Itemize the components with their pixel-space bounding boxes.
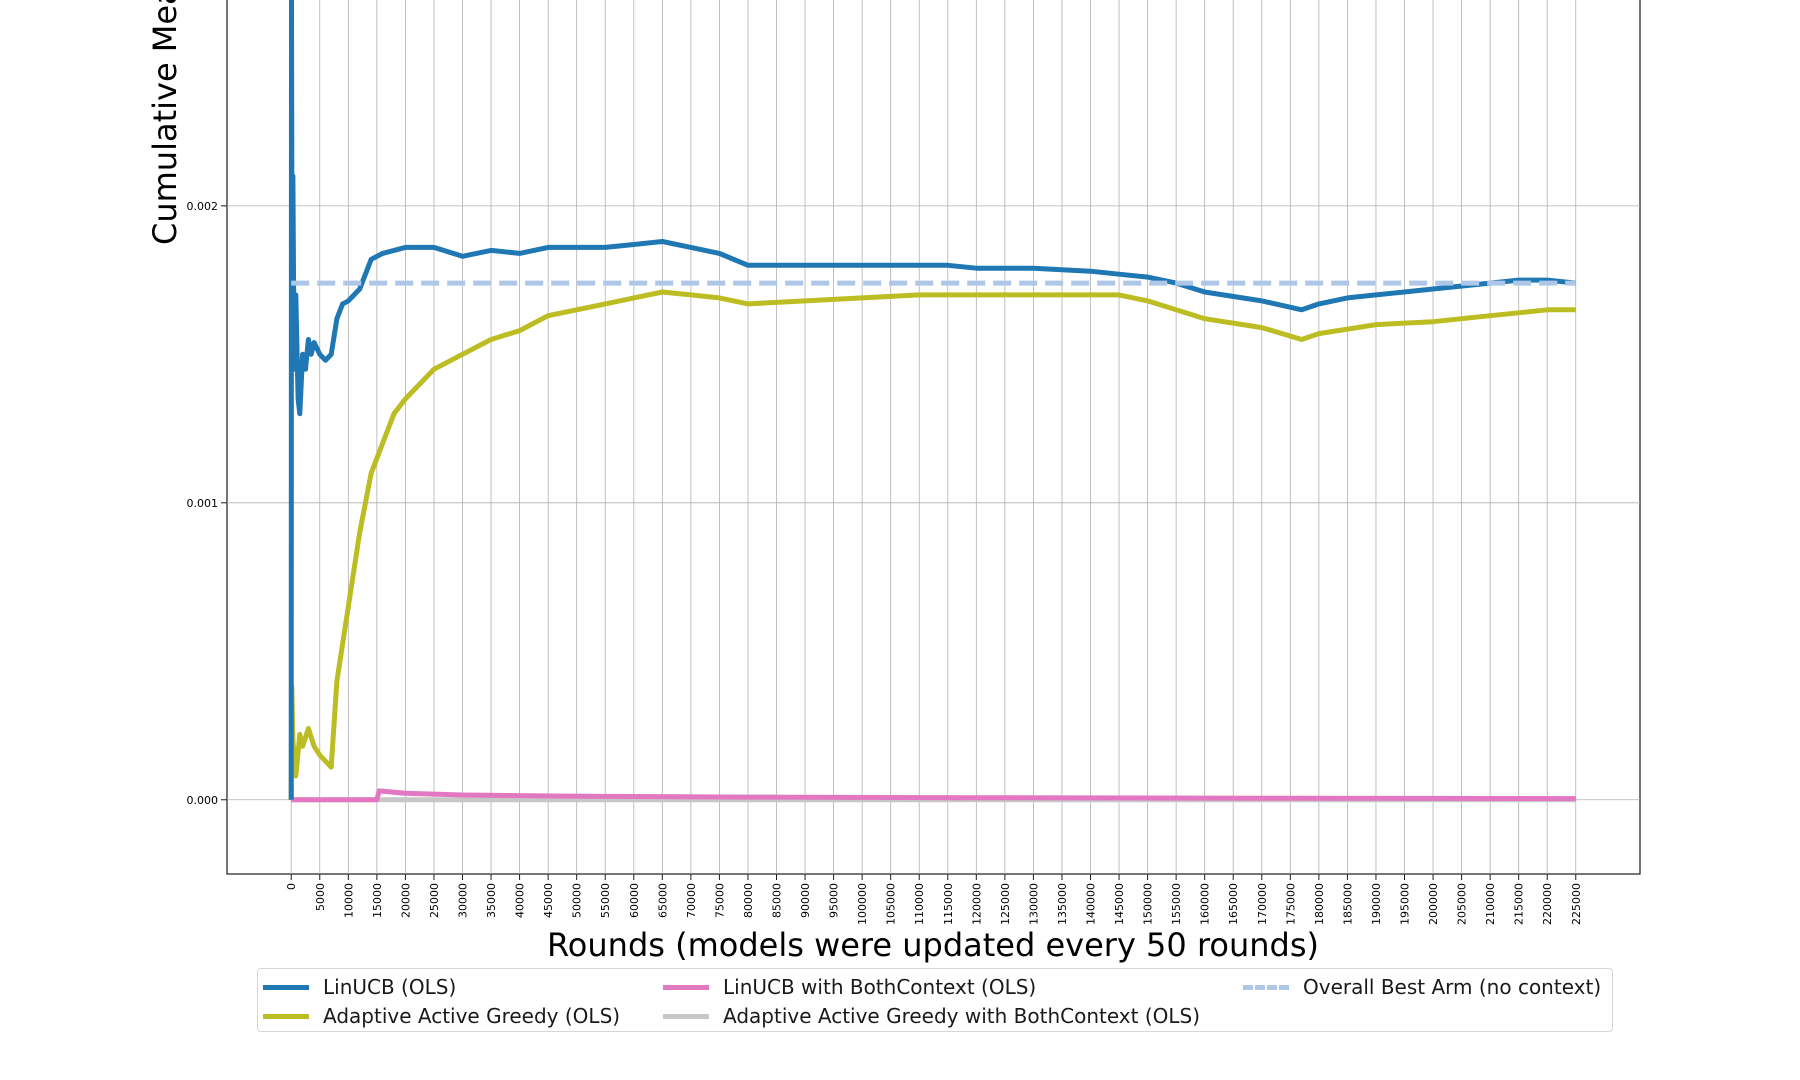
x-tick-label: 90000 — [799, 883, 812, 918]
series-line-linucb-with-bothcontext-ols — [291, 788, 1576, 803]
x-tick-label: 80000 — [742, 883, 755, 918]
x-tick-label: 75000 — [713, 883, 726, 918]
y-tick-label: 0.002 — [187, 200, 219, 213]
x-tick-label: 30000 — [457, 883, 470, 918]
x-tick-label: 210000 — [1484, 883, 1497, 925]
x-tick-label: 190000 — [1370, 883, 1383, 925]
x-tick-label: 165000 — [1227, 883, 1240, 925]
x-tick-label: 130000 — [1027, 883, 1040, 925]
x-tick-label: 50000 — [571, 883, 584, 918]
x-tick-label: 105000 — [885, 883, 898, 925]
legend: LinUCB (OLS) Adaptive Active Greedy (OLS… — [257, 968, 1613, 1032]
x-tick-label: 205000 — [1456, 883, 1469, 925]
series-line-linucb-ols — [288, 0, 1577, 800]
legend-swatch-linucb — [263, 984, 309, 990]
legend-item-adaptive-greedy-bothcontext: Adaptive Active Greedy with BothContext … — [663, 1002, 1200, 1030]
x-tick-label: 0 — [285, 883, 298, 890]
x-tick-label: 40000 — [514, 883, 527, 918]
legend-label-linucb: LinUCB (OLS) — [323, 975, 457, 999]
x-tick-label: 160000 — [1199, 883, 1212, 925]
series-lines — [288, 0, 1577, 803]
y-axis-ticks: 0.000 0.001 0.002 — [187, 200, 227, 807]
x-tick-label: 45000 — [542, 883, 555, 918]
x-tick-label: 220000 — [1541, 883, 1554, 925]
legend-label-adaptive-greedy-bothcontext: Adaptive Active Greedy with BothContext … — [723, 1004, 1201, 1028]
x-tick-label: 10000 — [342, 883, 355, 918]
legend-swatch-adaptive-active-greedy — [263, 1013, 309, 1019]
legend-swatch-overall-best-arm — [1243, 984, 1289, 990]
series-line-adaptive-active-greedy-ols — [288, 289, 1576, 800]
x-tick-label: 100000 — [856, 883, 869, 925]
x-tick-label: 60000 — [628, 883, 641, 918]
x-tick-label: 145000 — [1113, 883, 1126, 925]
x-tick-label: 25000 — [428, 883, 441, 918]
x-tick-label: 200000 — [1427, 883, 1440, 925]
x-tick-label: 95000 — [828, 883, 841, 918]
x-tick-label: 140000 — [1085, 883, 1098, 925]
plot-area — [226, 0, 1641, 875]
y-tick-label: 0.000 — [187, 794, 219, 807]
x-tick-label: 70000 — [685, 883, 698, 918]
x-tick-label: 35000 — [485, 883, 498, 918]
legend-item-overall-best-arm: Overall Best Arm (no context) — [1243, 973, 1601, 1001]
x-tick-label: 195000 — [1399, 883, 1412, 925]
x-axis-ticks: 0 5000 10000 15000 20000 25000 30000 35000 40000… — [285, 874, 1583, 925]
x-tick-label: 225000 — [1570, 883, 1583, 925]
x-tick-label: 135000 — [1056, 883, 1069, 925]
x-tick-label: 185000 — [1341, 883, 1354, 925]
x-tick-label: 110000 — [913, 883, 926, 925]
x-tick-label: 125000 — [999, 883, 1012, 925]
x-tick-label: 150000 — [1142, 883, 1155, 925]
x-tick-label: 215000 — [1513, 883, 1526, 925]
legend-item-adaptive-active-greedy: Adaptive Active Greedy (OLS) — [263, 1002, 620, 1030]
x-tick-label: 170000 — [1256, 883, 1269, 925]
x-tick-label: 120000 — [970, 883, 983, 925]
legend-label-linucb-bothcontext: LinUCB with BothContext (OLS) — [723, 975, 1037, 999]
x-tick-label: 115000 — [942, 883, 955, 925]
x-tick-label: 180000 — [1313, 883, 1326, 925]
x-tick-label: 20000 — [399, 883, 412, 918]
legend-swatch-linucb-bothcontext — [663, 984, 709, 990]
legend-label-overall-best-arm: Overall Best Arm (no context) — [1303, 975, 1602, 999]
x-tick-label: 5000 — [314, 883, 327, 911]
x-tick-label: 175000 — [1284, 883, 1297, 925]
legend-item-linucb: LinUCB (OLS) — [263, 973, 456, 1001]
y-tick-label: 0.001 — [187, 497, 219, 510]
x-tick-label: 85000 — [771, 883, 784, 918]
x-tick-label: 155000 — [1170, 883, 1183, 925]
legend-label-adaptive-active-greedy: Adaptive Active Greedy (OLS) — [323, 1004, 621, 1028]
x-tick-label: 55000 — [599, 883, 612, 918]
legend-item-linucb-bothcontext: LinUCB with BothContext (OLS) — [663, 973, 1036, 1001]
x-axis-label: Rounds (models were updated every 50 rou… — [547, 926, 1319, 964]
x-tick-label: 65000 — [656, 883, 669, 918]
x-tick-label: 15000 — [371, 883, 384, 918]
legend-swatch-adaptive-greedy-bothcontext — [663, 1013, 709, 1019]
y-axis-label: Cumulative Mea — [146, 0, 184, 245]
